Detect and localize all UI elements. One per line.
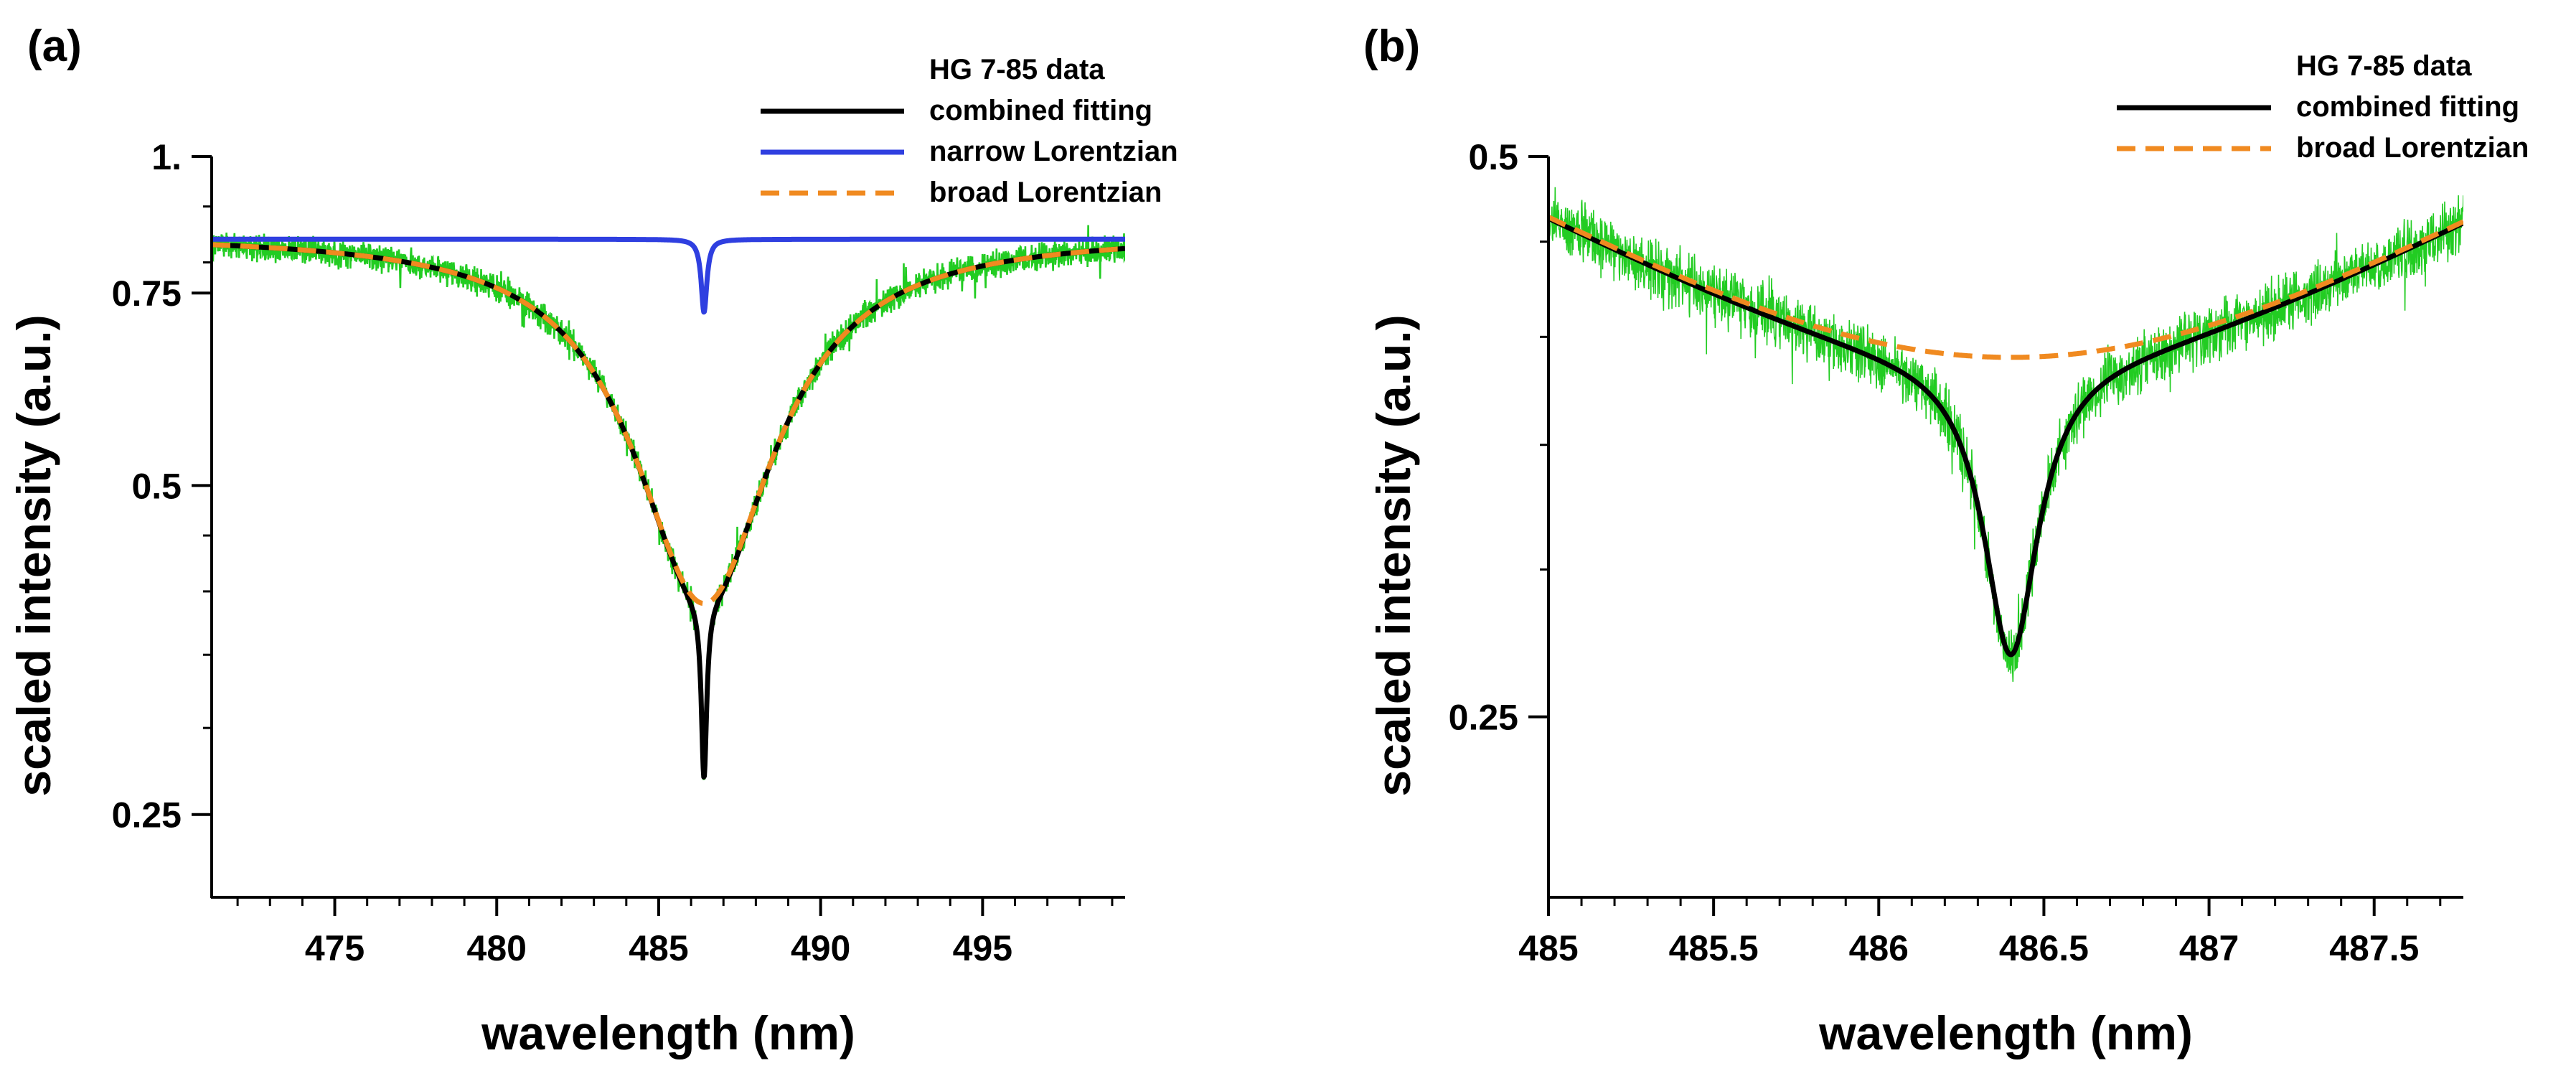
x-tick-label: 475 xyxy=(305,928,365,968)
chart-panel-b: 0.5 0.25 485 485.5 486 486.5 487 487.5 wavelengt… xyxy=(1363,22,2529,1059)
y-tick-label: 0.75 xyxy=(112,273,182,314)
series-narrow-lorentzian xyxy=(212,236,1125,315)
series-broad-lorentzian xyxy=(212,242,1125,607)
x-tick-label: 486 xyxy=(1849,928,1909,968)
y-tick-label: 1. xyxy=(151,137,182,177)
panel-label: (b) xyxy=(1363,22,1420,71)
x-tick-label: 485 xyxy=(1518,928,1578,968)
legend-label: broad Lorentzian xyxy=(2296,132,2529,164)
y-axis-title: scaled intensity (a.u.) xyxy=(1367,314,1420,796)
x-tick-label: 485 xyxy=(629,928,688,968)
x-tick-label: 490 xyxy=(791,928,850,968)
x-tick-label: 480 xyxy=(467,928,527,968)
x-tick-label: 495 xyxy=(953,928,1012,968)
x-axis-title: wavelength (nm) xyxy=(481,1006,855,1059)
series-combined-fitting xyxy=(1548,216,2463,658)
legend-label: narrow Lorentzian xyxy=(929,136,1178,167)
x-tick-label: 485.5 xyxy=(1669,928,1759,968)
series-hg-7-85-data xyxy=(1548,187,2463,682)
x-axis-title: wavelength (nm) xyxy=(1818,1006,2193,1059)
y-tick-label: 0.5 xyxy=(1468,137,1518,177)
legend-label: HG 7-85 data xyxy=(929,54,1105,85)
series-combined-fitting xyxy=(212,242,1125,780)
legend-label: HG 7-85 data xyxy=(2296,50,2472,82)
y-tick-label: 0.5 xyxy=(131,466,182,506)
y-tick-label: 0.25 xyxy=(112,795,182,836)
y-axis-title: scaled intensity (a.u.) xyxy=(7,314,60,796)
legend: HG 7-85 data combined fitting broad Lorent… xyxy=(2117,50,2529,164)
legend-label: broad Lorentzian xyxy=(929,177,1162,208)
x-tick-label: 486.5 xyxy=(1999,928,2089,968)
plot-area xyxy=(1548,187,2463,682)
chart-panel-a: 1. 0.75 0.5 0.25 475 480 485 490 495 wavelength (… xyxy=(7,22,1178,1059)
legend-label: combined fitting xyxy=(929,95,1152,126)
y-tick-label: 0.25 xyxy=(1449,698,1518,738)
x-tick-label: 487 xyxy=(2179,928,2239,968)
legend: HG 7-85 data combined fitting narrow Loren… xyxy=(761,54,1178,208)
plot-area xyxy=(212,225,1125,780)
panel-label: (a) xyxy=(27,22,82,71)
x-tick-label: 487.5 xyxy=(2329,928,2419,968)
legend-label: combined fitting xyxy=(2296,91,2519,123)
series-hg-7-85-data xyxy=(212,225,1125,780)
